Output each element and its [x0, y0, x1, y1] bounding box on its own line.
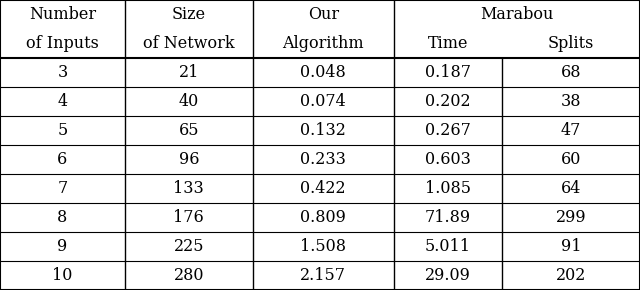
Text: 1.085: 1.085 — [425, 180, 471, 197]
Text: 0.233: 0.233 — [300, 151, 346, 168]
Text: Algorithm: Algorithm — [282, 35, 364, 52]
Text: Splits: Splits — [548, 35, 595, 52]
Text: 0.267: 0.267 — [425, 122, 471, 139]
Text: 64: 64 — [561, 180, 581, 197]
Text: 0.603: 0.603 — [425, 151, 471, 168]
Text: 1.508: 1.508 — [300, 238, 346, 255]
Text: Marabou: Marabou — [480, 6, 554, 23]
Text: 29.09: 29.09 — [425, 267, 471, 284]
Text: 65: 65 — [179, 122, 199, 139]
Text: 299: 299 — [556, 209, 586, 226]
Text: 2.157: 2.157 — [300, 267, 346, 284]
Text: 10: 10 — [52, 267, 72, 284]
Text: 0.187: 0.187 — [425, 64, 471, 81]
Text: 40: 40 — [179, 93, 199, 110]
Text: Size: Size — [172, 6, 206, 23]
Text: 133: 133 — [173, 180, 204, 197]
Text: 225: 225 — [173, 238, 204, 255]
Text: 202: 202 — [556, 267, 586, 284]
Text: 47: 47 — [561, 122, 581, 139]
Text: of Inputs: of Inputs — [26, 35, 99, 52]
Text: 7: 7 — [57, 180, 68, 197]
Text: 9: 9 — [57, 238, 68, 255]
Text: 96: 96 — [179, 151, 199, 168]
Text: 71.89: 71.89 — [425, 209, 471, 226]
Text: 38: 38 — [561, 93, 582, 110]
Text: 6: 6 — [57, 151, 68, 168]
Text: 0.202: 0.202 — [425, 93, 471, 110]
Text: 5.011: 5.011 — [425, 238, 471, 255]
Text: 0.809: 0.809 — [300, 209, 346, 226]
Text: 176: 176 — [173, 209, 204, 226]
Text: 0.422: 0.422 — [300, 180, 346, 197]
Text: Our: Our — [308, 6, 339, 23]
Text: 0.048: 0.048 — [300, 64, 346, 81]
Text: 8: 8 — [57, 209, 68, 226]
Text: 3: 3 — [57, 64, 68, 81]
Text: 5: 5 — [57, 122, 68, 139]
Text: 0.132: 0.132 — [300, 122, 346, 139]
Text: 68: 68 — [561, 64, 582, 81]
Text: 91: 91 — [561, 238, 582, 255]
Text: of Network: of Network — [143, 35, 235, 52]
Text: 280: 280 — [173, 267, 204, 284]
Text: 0.074: 0.074 — [300, 93, 346, 110]
Text: 60: 60 — [561, 151, 581, 168]
Text: 21: 21 — [179, 64, 199, 81]
Text: Number: Number — [29, 6, 96, 23]
Text: 4: 4 — [58, 93, 67, 110]
Text: Time: Time — [428, 35, 468, 52]
